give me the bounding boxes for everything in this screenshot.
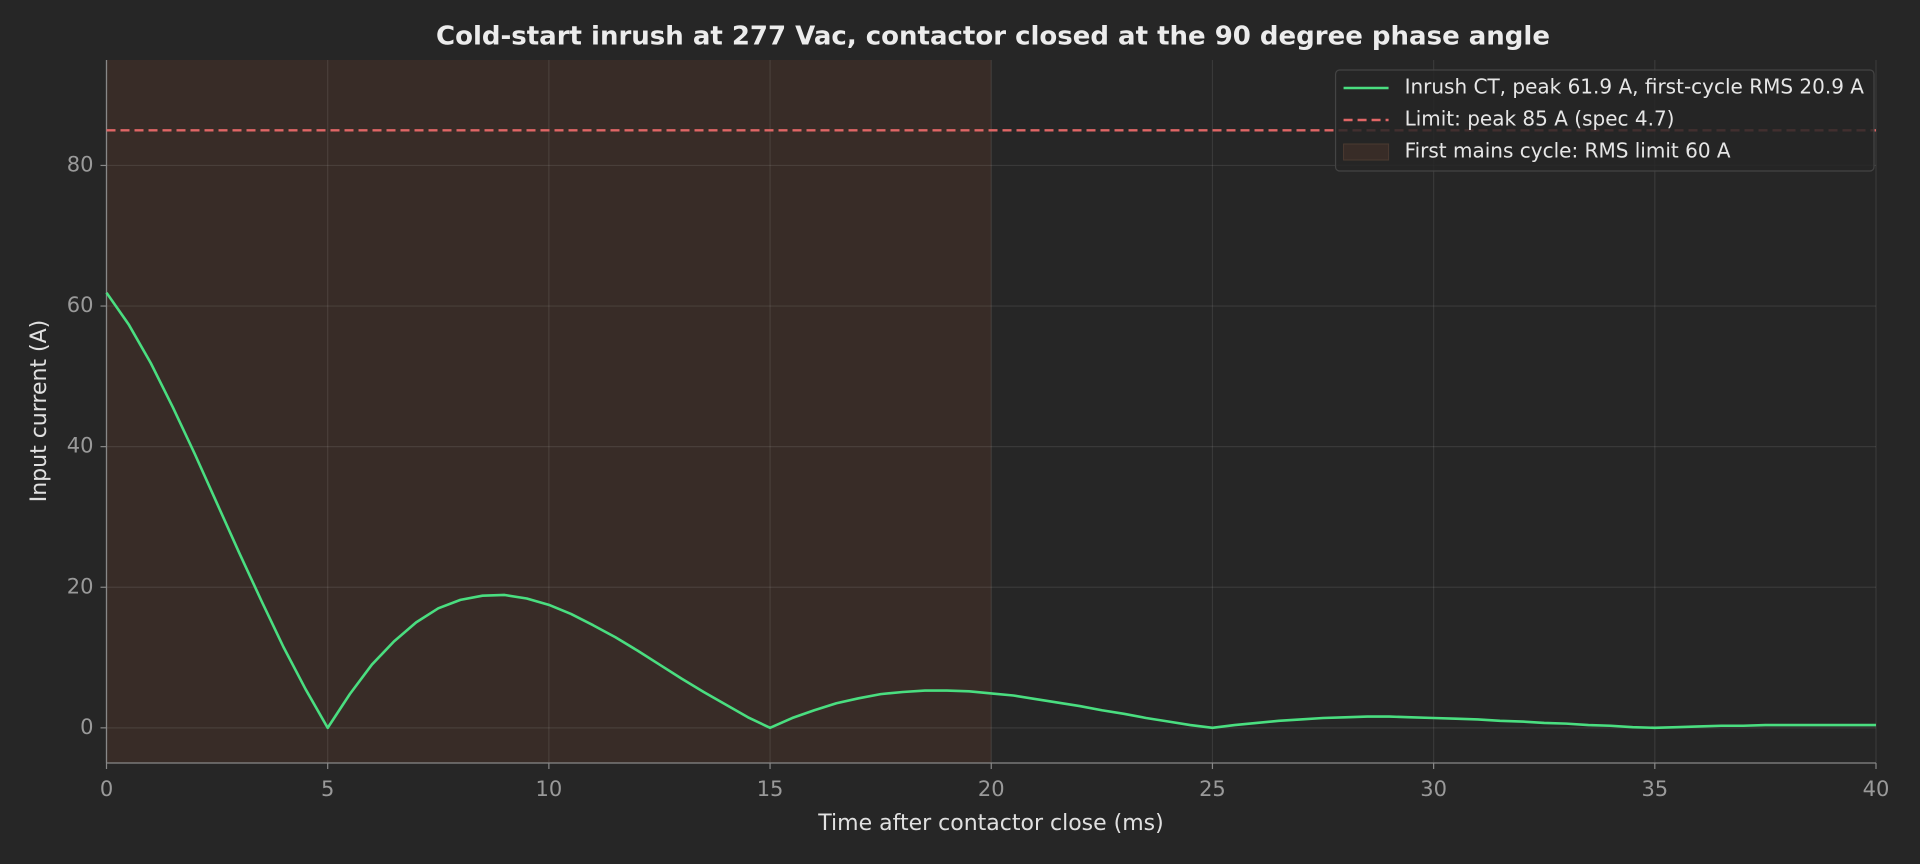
- x-tick-label: 30: [1420, 777, 1447, 801]
- x-tick-label: 5: [321, 777, 334, 801]
- x-axis-label: Time after contactor close (ms): [817, 811, 1163, 836]
- shaded-span: [106, 60, 992, 763]
- y-tick-label: 20: [67, 574, 94, 598]
- legend-label: First mains cycle: RMS limit 60 A: [1405, 139, 1731, 163]
- y-axis-label: Input current (A): [27, 320, 52, 503]
- y-tick-label: 80: [67, 152, 94, 176]
- x-tick-label: 40: [1863, 777, 1890, 801]
- plot-layer: 0 5 10 15 20 25 30 35 40 0 20 40 60 80: [67, 60, 1890, 801]
- x-tick-label: 0: [100, 777, 113, 801]
- legend: Inrush CT, peak 61.9 A, first-cycle RMS …: [1334, 69, 1875, 172]
- legend-box: [1334, 69, 1875, 172]
- x-tick-label: 15: [757, 777, 784, 801]
- legend-label: Limit: peak 85 A (spec 4.7): [1405, 107, 1675, 131]
- y-tick-label: 0: [80, 715, 93, 739]
- legend-swatch: [1343, 143, 1390, 161]
- chart-title: Cold-start inrush at 277 Vac, contactor …: [436, 22, 1550, 52]
- legend-entry: Inrush CT, peak 61.9 A, first-cycle RMS …: [1343, 75, 1865, 99]
- legend-entry: Limit: peak 85 A (spec 4.7): [1343, 107, 1675, 131]
- legend-entry: First mains cycle: RMS limit 60 A: [1343, 139, 1731, 163]
- x-tick-label: 25: [1199, 777, 1226, 801]
- y-tick-label: 60: [67, 293, 94, 317]
- x-tick-label: 20: [978, 777, 1005, 801]
- x-tick-label: 35: [1641, 777, 1668, 801]
- y-tick-label: 40: [67, 434, 94, 458]
- legend-label: Inrush CT, peak 61.9 A, first-cycle RMS …: [1405, 75, 1865, 99]
- data-line: [105, 291, 1876, 730]
- x-tick-label: 10: [536, 777, 563, 801]
